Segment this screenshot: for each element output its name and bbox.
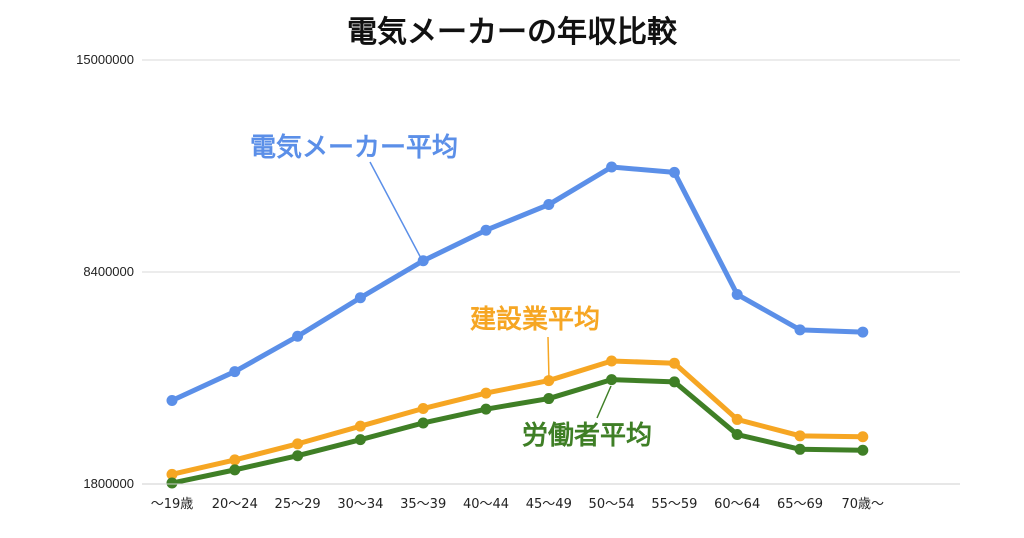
data-point (417, 417, 429, 429)
data-point (794, 324, 806, 336)
x-axis-ticks: 〜19歳 20〜24 25〜29 30〜34 35〜39 40〜44 45〜49 50〜54 5… (151, 497, 884, 512)
x-tick-label: 30〜34 (337, 497, 383, 512)
data-point (543, 393, 555, 405)
x-tick-label: 50〜54 (589, 497, 635, 512)
data-point (166, 477, 178, 489)
x-tick-label: 65〜69 (777, 497, 823, 512)
data-point (857, 326, 869, 338)
chart-title: 電気メーカーの年収比較 (347, 15, 678, 50)
data-point (166, 468, 178, 480)
data-point (354, 292, 366, 304)
data-point (731, 413, 743, 425)
y-tick-label: 8400000 (83, 264, 134, 279)
data-point (794, 443, 806, 455)
series-line (169, 164, 866, 403)
data-point (480, 387, 492, 399)
y-tick-label: 1800000 (83, 476, 134, 491)
data-point (731, 288, 743, 300)
data-point (480, 224, 492, 236)
data-point (857, 431, 869, 443)
data-point (543, 199, 555, 211)
data-point (668, 166, 680, 178)
data-point (731, 429, 743, 441)
series-label: 建設業平均 (470, 304, 600, 335)
series-layer (166, 161, 869, 489)
series-2 (166, 374, 869, 489)
data-point (292, 450, 304, 462)
data-point (292, 438, 304, 450)
y-axis-ticks: 15000000 8400000 1800000 (76, 52, 134, 491)
data-point (857, 444, 869, 456)
series-label: 電気メーカー平均 (250, 132, 458, 163)
data-point (606, 355, 618, 367)
callout-leader-line (596, 385, 612, 419)
gridlines (142, 59, 960, 273)
x-tick-label: 20〜24 (212, 497, 258, 512)
data-point (668, 357, 680, 369)
data-point (417, 255, 429, 267)
callout-leader-line (369, 161, 424, 263)
data-point (543, 375, 555, 387)
series-line (169, 358, 866, 477)
data-point (668, 376, 680, 388)
data-point (166, 394, 178, 406)
data-point (606, 161, 618, 173)
data-point (794, 430, 806, 442)
data-point (480, 403, 492, 415)
x-tick-label: 35〜39 (400, 497, 446, 512)
x-tick-label: 40〜44 (463, 497, 509, 512)
series-0 (166, 161, 869, 406)
data-point (229, 366, 241, 378)
data-point (229, 454, 241, 466)
x-tick-label: 55〜59 (651, 497, 697, 512)
series-label: 労働者平均 (522, 421, 652, 451)
data-point (229, 464, 241, 476)
data-point (292, 330, 304, 342)
series-line (169, 377, 866, 486)
data-point (354, 434, 366, 446)
data-point (354, 420, 366, 432)
series-1 (166, 355, 869, 480)
x-tick-label: 25〜29 (275, 497, 321, 512)
x-tick-label: 〜19歳 (151, 497, 194, 512)
y-tick-label: 15000000 (76, 52, 134, 67)
x-tick-label: 70歳〜 (842, 497, 885, 512)
x-tick-label: 60〜64 (714, 497, 760, 512)
x-tick-label: 45〜49 (526, 497, 572, 512)
callout-leader-line (547, 336, 550, 381)
data-point (606, 374, 618, 386)
data-point (417, 403, 429, 415)
